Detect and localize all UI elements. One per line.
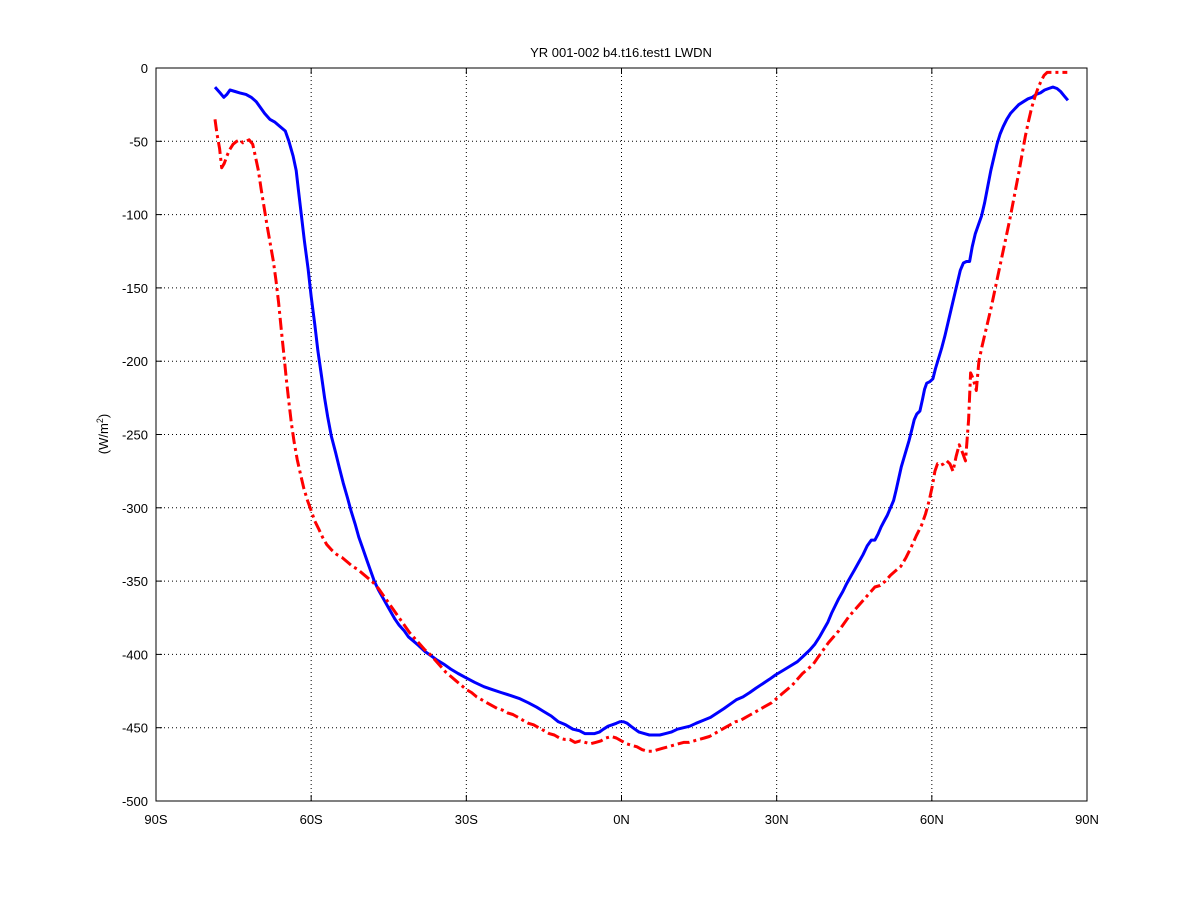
y-tick-label: -500 bbox=[122, 794, 148, 809]
y-tick-label: -50 bbox=[129, 134, 148, 149]
series-line-dashdot bbox=[213, 70, 1068, 753]
series-line-solid bbox=[213, 85, 1070, 737]
y-tick-label: 0 bbox=[141, 61, 148, 76]
series-group bbox=[213, 70, 1070, 753]
y-tick-label: -350 bbox=[122, 574, 148, 589]
y-axis-label-close: ) bbox=[96, 414, 111, 418]
x-tick-label: 90S bbox=[144, 812, 167, 827]
y-axis-label: (W/m2) bbox=[95, 414, 111, 454]
y-tick-label: -200 bbox=[122, 354, 148, 369]
x-tick-label: 60S bbox=[300, 812, 323, 827]
y-tick-label: -450 bbox=[122, 721, 148, 736]
x-tick-label: 30S bbox=[455, 812, 478, 827]
x-tick-label: 30N bbox=[765, 812, 789, 827]
y-tick-label: -250 bbox=[122, 428, 148, 443]
y-tick-label: -150 bbox=[122, 281, 148, 296]
x-tick-labels: 90S 60S 30S 0N 30N 60N 90N bbox=[144, 812, 1099, 827]
axis-ticks bbox=[155, 67, 1088, 802]
y-axis-label-superscript: 2 bbox=[95, 418, 105, 423]
x-tick-label: 60N bbox=[920, 812, 944, 827]
y-tick-labels: 0 -50 -100 -150 -200 -250 -300 -350 -400 -450 -500 bbox=[122, 61, 148, 809]
y-tick-label: -100 bbox=[122, 208, 148, 223]
chart-title: YR 001-002 b4.t16.test1 LWDN bbox=[530, 45, 712, 60]
y-tick-label: -300 bbox=[122, 501, 148, 516]
y-axis-label-unit: (W/m bbox=[96, 423, 111, 454]
x-tick-label: 90N bbox=[1075, 812, 1099, 827]
y-tick-label: -400 bbox=[122, 647, 148, 662]
x-tick-label: 0N bbox=[613, 812, 630, 827]
